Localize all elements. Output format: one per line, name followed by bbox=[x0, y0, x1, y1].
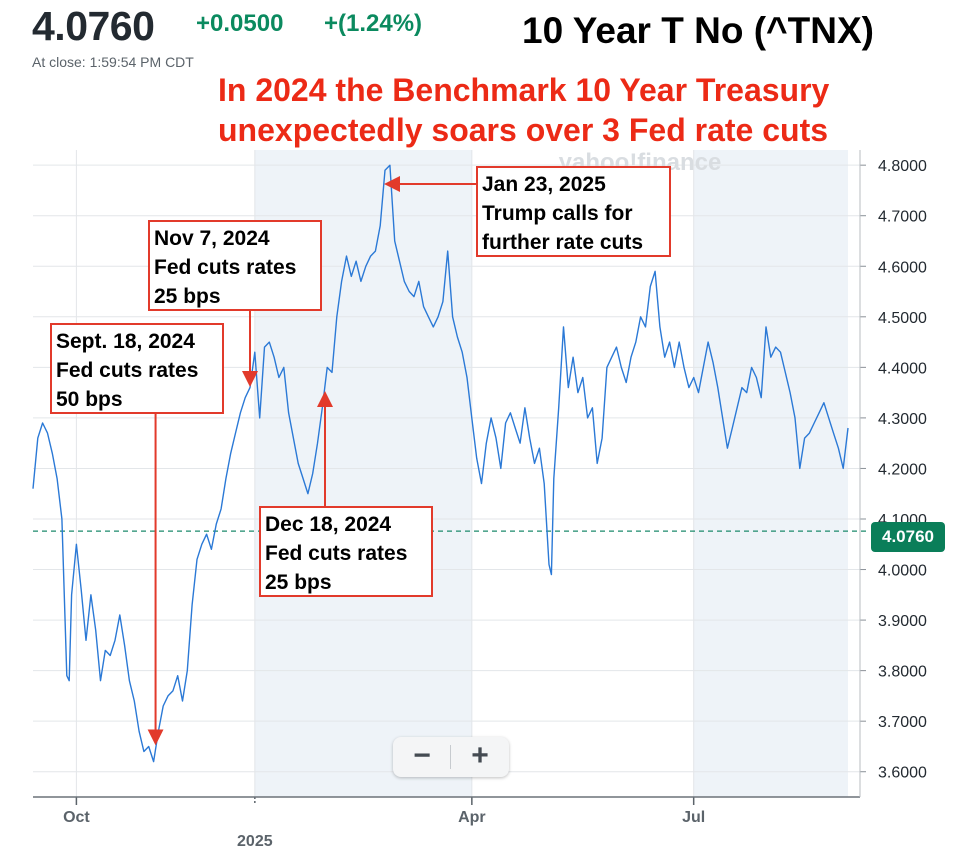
y-tick-label: 4.7000 bbox=[878, 209, 927, 226]
annotation-line: further rate cuts bbox=[482, 231, 644, 254]
chart-title: 10 Year T No (^TNX) bbox=[522, 10, 874, 51]
annotation-sept-18-2024: Sept. 18, 2024 Fed cuts rates 50 bps bbox=[50, 323, 224, 414]
annotation-dec-18-2024: Dec 18, 2024 Fed cuts rates 25 bps bbox=[259, 506, 433, 597]
y-tick-label: 4.5000 bbox=[878, 310, 927, 327]
annotation-line: Jan 23, 2025 bbox=[482, 173, 606, 196]
y-tick-label: 4.0000 bbox=[878, 563, 927, 580]
annotation-line: Dec 18, 2024 bbox=[265, 513, 392, 536]
annotation-line: Trump calls for bbox=[482, 202, 633, 225]
y-tick-label: 3.9000 bbox=[878, 613, 927, 630]
x-tick-label: Jul bbox=[682, 809, 705, 826]
x-tick-label: Apr bbox=[458, 809, 486, 826]
annotation-line: 25 bps bbox=[154, 285, 221, 308]
annotation-line: Fed cuts rates bbox=[265, 542, 408, 565]
zoom-control: − + bbox=[393, 737, 509, 777]
annotation-line: Fed cuts rates bbox=[154, 256, 297, 279]
quote-change: +0.0500 bbox=[196, 10, 284, 37]
y-tick-label: 3.7000 bbox=[878, 714, 927, 731]
y-tick-label: 3.8000 bbox=[878, 664, 927, 681]
y-tick-label: 3.6000 bbox=[878, 765, 927, 782]
y-tick-label: 4.2000 bbox=[878, 461, 927, 478]
headline-line-2: unexpectedly soars over 3 Fed rate cuts bbox=[218, 112, 829, 148]
y-tick-label: 4.6000 bbox=[878, 259, 927, 276]
zoom-divider bbox=[450, 745, 451, 769]
shaded-period-1 bbox=[693, 150, 848, 797]
y-tick-label: 4.8000 bbox=[878, 158, 927, 175]
quote-price: 4.0760 bbox=[32, 3, 155, 49]
headline-line-1: In 2024 the Benchmark 10 Year Treasury bbox=[218, 72, 830, 108]
y-tick-label: 4.3000 bbox=[878, 411, 927, 428]
annotation-line: 50 bps bbox=[56, 388, 123, 411]
annotation-line: 25 bps bbox=[265, 571, 332, 594]
y-tick-label: 4.4000 bbox=[878, 360, 927, 377]
annotation-jan-23-2025: Jan 23, 2025 Trump calls for further rat… bbox=[476, 166, 671, 257]
quote-change-percent: +(1.24%) bbox=[324, 10, 423, 37]
zoom-in-button[interactable]: + bbox=[471, 739, 489, 772]
last-price-badge: 4.0760 bbox=[871, 522, 945, 552]
quote-header: 4.0760 +0.0500 +(1.24%) At close: 1:59:5… bbox=[0, 0, 977, 70]
price-series-line bbox=[32, 164, 849, 763]
x-tick-label: 2025 bbox=[237, 833, 273, 850]
annotation-line: Fed cuts rates bbox=[56, 359, 199, 382]
annotation-line: Sept. 18, 2024 bbox=[56, 330, 195, 353]
close-time: At close: 1:59:54 PM CDT bbox=[32, 54, 194, 70]
zoom-out-button[interactable]: − bbox=[413, 739, 431, 772]
x-tick-label: Oct bbox=[63, 809, 90, 826]
annotation-line: Nov 7, 2024 bbox=[154, 227, 270, 250]
annotation-nov-7-2024: Nov 7, 2024 Fed cuts rates 25 bps bbox=[148, 220, 322, 311]
